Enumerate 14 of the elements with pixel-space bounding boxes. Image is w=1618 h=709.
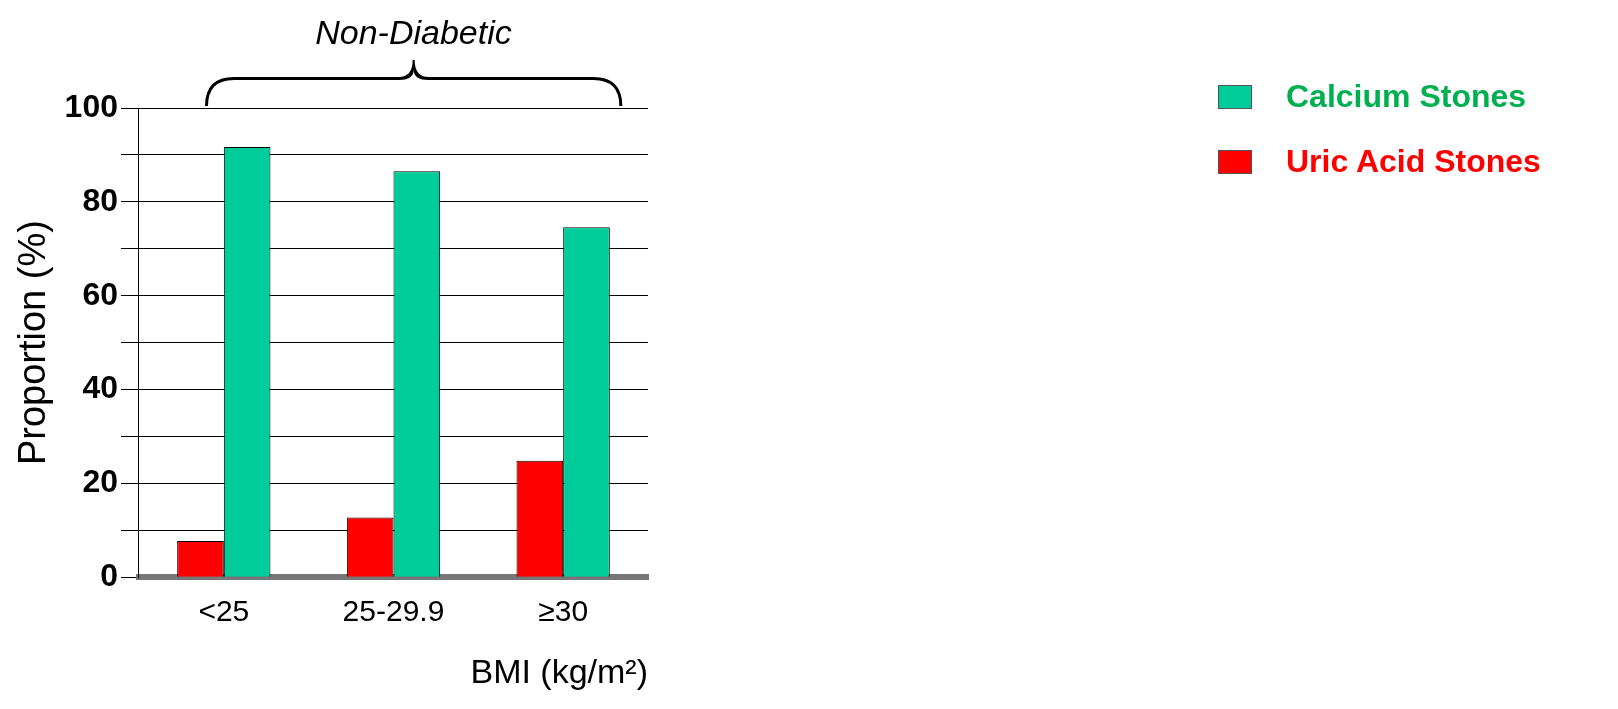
y-tick-label: 40 bbox=[82, 369, 118, 406]
y-tick-label: 100 bbox=[64, 87, 118, 124]
y-tick-label: 60 bbox=[82, 275, 118, 312]
y-tick-label: 80 bbox=[82, 181, 118, 218]
legend-label: Calcium Stones bbox=[1286, 78, 1527, 115]
x-tick-label: ≥30 bbox=[538, 594, 589, 628]
y-tick-label: 0 bbox=[100, 557, 118, 594]
x-axis-title: BMI (kg/m²) bbox=[470, 651, 648, 690]
legend-label: Uric Acid Stones bbox=[1286, 143, 1541, 180]
y-tick-label: 20 bbox=[82, 463, 118, 500]
text: Non-Diabetic bbox=[314, 13, 513, 52]
x-tick-label: <25 bbox=[198, 594, 250, 628]
x-tick-label: 25-29.9 bbox=[342, 594, 445, 628]
y-axis-title: Proportion (%) bbox=[11, 220, 54, 466]
